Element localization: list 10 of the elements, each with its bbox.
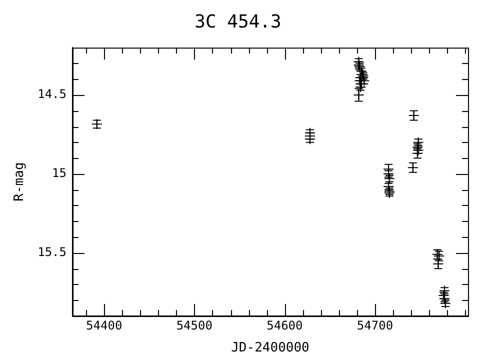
x-tick-label: 54700 (356, 318, 394, 332)
chart-title: 3C 454.3 (194, 11, 282, 32)
y-tick-label: 14.5 (38, 87, 66, 102)
y-tick-label: 15.5 (38, 244, 66, 259)
y-tick-label: 15 (52, 166, 66, 180)
x-tick-label: 54500 (176, 318, 212, 332)
y-axis-title: R-mag (12, 162, 28, 202)
x-tick-label: 54400 (86, 318, 122, 332)
x-axis-title: JD-2400000 (231, 340, 310, 356)
x-tick-label: 54600 (266, 318, 303, 332)
